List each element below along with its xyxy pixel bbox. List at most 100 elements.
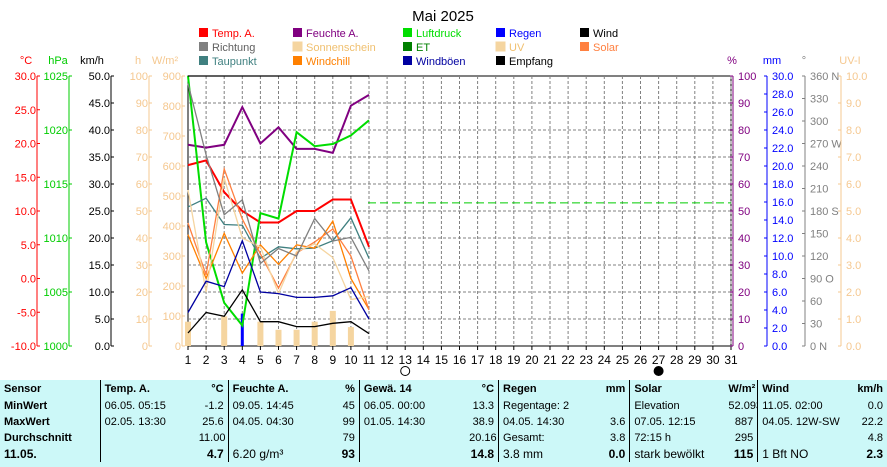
dir-unit-label: ° [802,55,806,67]
x-tick-label: 26 [634,353,648,367]
x-tick-label: 24 [598,353,612,367]
wind-value: 0.0 [867,400,883,412]
hum-line [187,94,370,155]
solar-tick-label: 100 [163,311,181,323]
wind-value: 4.8 [867,432,883,444]
rain-tick-label: 30.0 [772,71,793,83]
x-tick-label: 8 [311,353,318,367]
header-wind: Wind [757,380,853,398]
temp-legend-label: Temp. A. [212,28,255,40]
solar-value: 295 [734,432,754,444]
rec-legend-label: Empfang [509,56,553,68]
wind-tick-label: 30.0 [89,179,110,191]
hum-tick-label: 50 [738,206,750,218]
sunh-tick-label: 90 [136,98,148,110]
dir-tick-label: 300 [810,116,828,128]
solar-tick-label: 700 [163,131,181,143]
hum-time [227,430,327,446]
rain-tick-label: 12.0 [772,233,793,245]
sunh-tick-label: 0 [142,341,148,353]
uv-tick-label: 10.0 [846,71,867,83]
dir-tick-label: 210 [810,184,828,196]
dir-legend-swatch [199,42,208,51]
uv-bar [275,329,282,346]
hum-tick-label: 90 [738,98,750,110]
temp-time: 02.05. 13:30 [99,414,195,430]
rain-time: 04.05. 14:30 [498,414,597,430]
hum-legend-swatch [293,28,302,37]
solar-value: 52.093 [728,400,757,412]
uv-bar [347,327,354,346]
hum-tick-label: 30 [738,260,750,272]
uv-tick-label: 8.0 [846,125,861,137]
sunh-tick-label: 80 [136,125,148,137]
uv-tick-label: 5.0 [846,206,861,218]
x-tick-label: 18 [489,353,503,367]
header-rain-unit: mm [605,383,626,395]
uv-tick-label: 1.0 [846,314,861,326]
wind-tick-label: 20.0 [89,233,110,245]
rain-tick-label: 28.0 [772,89,793,101]
wind-legend-swatch [580,28,589,37]
temp-tick-label: 20.0 [15,139,36,151]
dir-tick-label: 330 [810,94,828,106]
x-tick-label: 2 [203,353,210,367]
dir-tick-label: 90 O [810,274,834,286]
solar-unit-label: W/m² [152,55,179,67]
rain-tick-label: 8.0 [772,269,787,281]
rain-legend-swatch [496,28,505,37]
temp-value: 4.7 [206,447,224,461]
x-tick-label: 19 [507,353,521,367]
new-moon-icon [653,366,664,376]
uv-tick-label: 9.0 [846,98,861,110]
table-row: Durchschnitt 11.00 79 20.16 Gesamt: 3.8 72:15 … [0,430,887,446]
hum-time: 04.05. 04:30 [227,414,327,430]
uv-tick-label: 3.0 [846,260,861,272]
wind-tick-label: 15.0 [89,260,110,272]
rain-value: 3.6 [610,416,626,428]
temp-value: 25.6 [202,416,224,428]
temp-time [99,430,195,446]
temp-legend-swatch [199,28,208,37]
x-tick-label: 6 [275,353,282,367]
wind-time: 04.05. 12W-SW [757,414,853,430]
x-tick-label: 15 [435,353,449,367]
x-tick-label: 21 [543,353,557,367]
weather-chart: 1 2 3 4 5 6 7 8 9 10 11 12 13 14 15 16 17 18 19 20 21 22 23 24 2… [11,8,867,376]
rain-time: Gesamt: [498,430,597,446]
dir-tick-label: 270 W [810,139,842,151]
uv-tick-label: 2.0 [846,287,861,299]
sunh-tick-label: 30 [136,260,148,272]
x-tick-label: 11 [363,353,376,367]
hum-tick-label: 100 [738,71,756,83]
hum-value: 45 [342,400,355,412]
sunh-tick-label: 60 [136,179,148,191]
dir-tick-label: 120 [810,251,828,263]
uv-bar [257,321,264,346]
temp-tick-label: -10.0 [11,341,36,353]
sunh-tick-label: 70 [136,152,148,164]
uv-bar [221,316,228,346]
temp-tick-label: 0.0 [21,274,36,286]
x-tick-label: 25 [616,353,630,367]
row-label: Durchschnitt [4,432,72,444]
gew-value: 13.3 [472,400,495,412]
x-tick-label: 10 [344,353,358,367]
row-label: MaxWert [4,416,50,428]
wind-value: 2.3 [866,447,883,461]
wind-tick-label: 25.0 [89,206,110,218]
header-sensor: Sensor [4,383,42,395]
x-tick-label: 4 [239,353,246,367]
uv-bar [311,321,318,346]
table-row: 11.05. 4.7 6.20 g/m³ 93 14.8 3.8 mm 0.0 stark b… [0,446,887,462]
temp-value: 11.00 [198,432,226,444]
solar-value: 115 [733,447,754,461]
rain-tick-label: 22.0 [772,143,793,155]
dir-tick-label: 150 [810,229,828,241]
wind-tick-label: 45.0 [89,98,110,110]
full-moon-icon [400,366,411,376]
x-tick-label: 23 [580,353,594,367]
sunh-unit-label: h [135,55,141,67]
solar-tick-label: 500 [163,191,181,203]
temp-unit-label: °C [20,55,32,67]
